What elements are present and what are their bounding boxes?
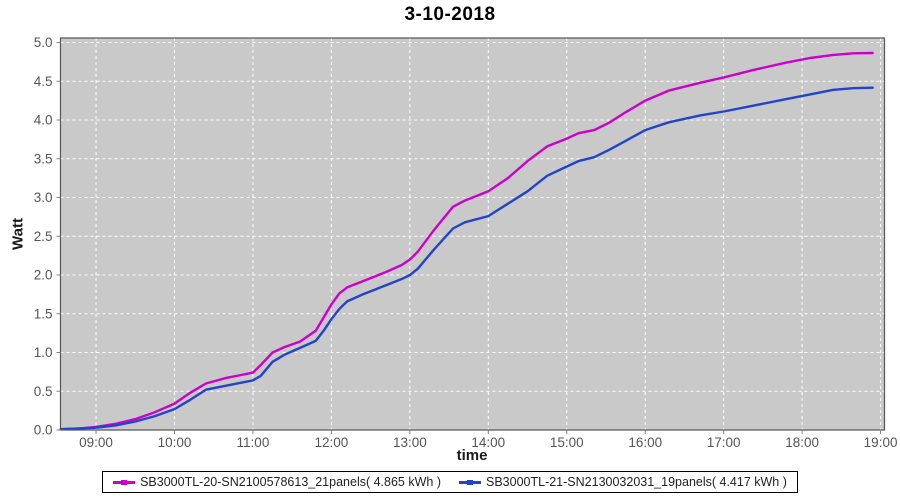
y-tick-label: 4.0 bbox=[34, 113, 53, 128]
x-tick-label: 19:00 bbox=[864, 435, 898, 450]
series-line-0 bbox=[59, 51, 874, 431]
x-tick-label: 14:00 bbox=[471, 435, 505, 450]
legend-box: SB3000TL-20-SN2100578613_21panels( 4.865… bbox=[102, 471, 798, 493]
y-tick-label: 0.0 bbox=[34, 423, 53, 438]
x-tick-label: 11:00 bbox=[237, 435, 270, 450]
series-line-1 bbox=[59, 86, 874, 431]
blue-line-swatch-icon bbox=[459, 479, 481, 485]
x-tick-label: 18:00 bbox=[785, 435, 819, 450]
x-tick-label: 10:00 bbox=[158, 435, 192, 450]
legend-label-inverter-21: SB3000TL-21-SN2130032031_19panels( 4.417… bbox=[486, 475, 787, 489]
y-tick-label: 3.0 bbox=[34, 190, 53, 205]
legend-label-inverter-20: SB3000TL-20-SN2100578613_21panels( 4.865… bbox=[140, 475, 441, 489]
legend: SB3000TL-20-SN2100578613_21panels( 4.865… bbox=[0, 471, 900, 493]
plot-background bbox=[60, 38, 885, 430]
x-tick-label: 16:00 bbox=[628, 435, 662, 450]
y-tick-label: 2.5 bbox=[34, 229, 53, 244]
y-tick-label: 1.5 bbox=[34, 306, 53, 321]
legend-item-inverter-21: SB3000TL-21-SN2130032031_19panels( 4.417… bbox=[459, 475, 787, 489]
y-tick-label: 0.5 bbox=[34, 384, 53, 399]
y-tick-label: 4.5 bbox=[34, 74, 53, 89]
y-tick-label: 1.0 bbox=[34, 345, 53, 360]
y-tick-label: 3.5 bbox=[34, 151, 53, 166]
x-axis-label: time bbox=[456, 447, 488, 464]
x-tick-label: 17:00 bbox=[707, 435, 741, 450]
x-tick-label: 12:00 bbox=[315, 435, 349, 450]
magenta-line-swatch-icon bbox=[113, 479, 136, 485]
x-tick-label: 15:00 bbox=[550, 435, 584, 450]
x-tick-label: 09:00 bbox=[79, 435, 113, 450]
y-tick-label: 2.0 bbox=[34, 268, 53, 283]
chart-title: 3-10-2018 bbox=[404, 4, 496, 25]
y-tick-label: 5.0 bbox=[34, 35, 53, 50]
x-tick-label: 13:00 bbox=[393, 435, 427, 450]
plot-area: 0.0 0.5 1.0 1.5 2.0 2.5 3.0 3.5 4.0 4.5 5.0 09:00 10… bbox=[34, 35, 898, 450]
y-axis-label: Watt bbox=[9, 218, 27, 250]
legend-item-inverter-20: SB3000TL-20-SN2100578613_21panels( 4.865… bbox=[113, 475, 441, 489]
plot-border bbox=[59, 37, 886, 431]
